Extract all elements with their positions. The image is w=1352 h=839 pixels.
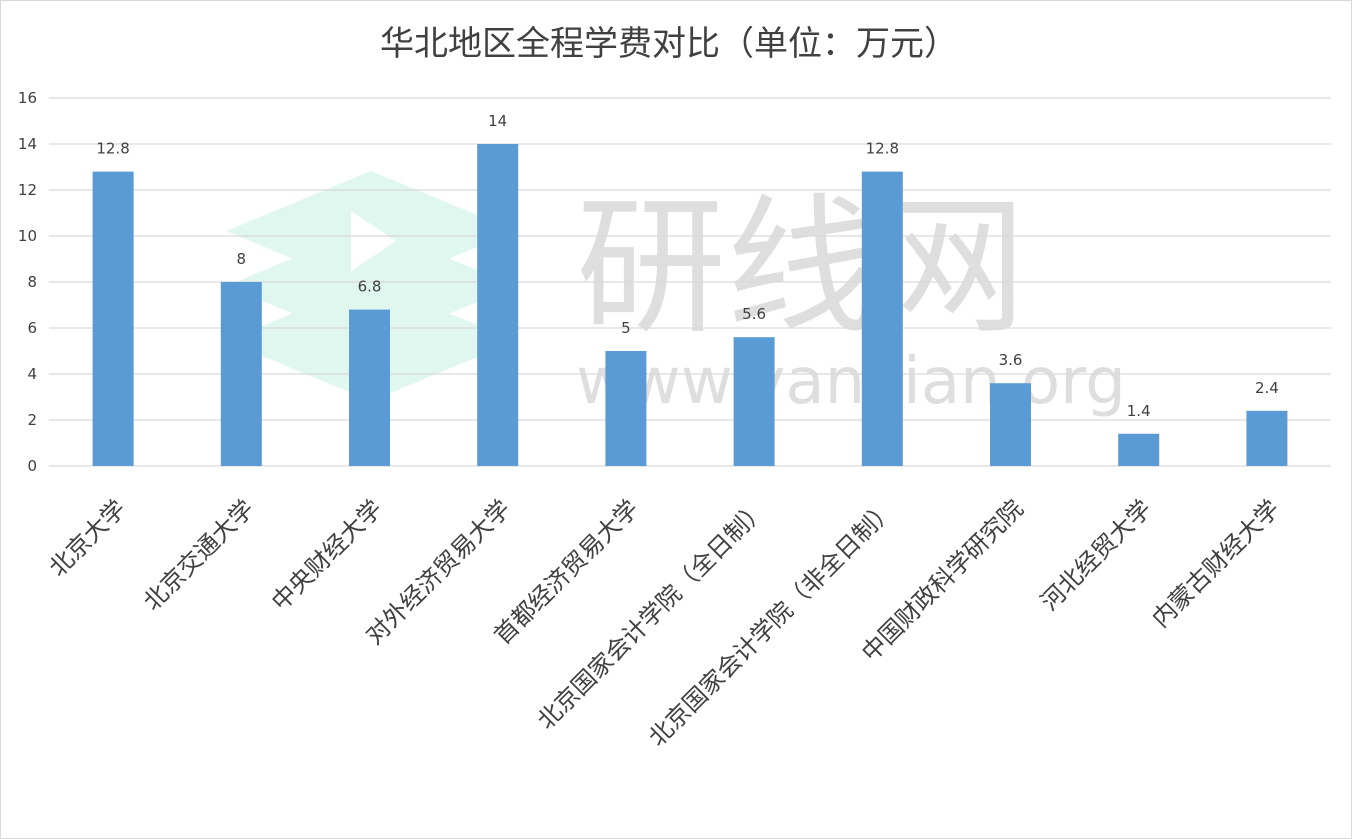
data-label: 5.6 [742,305,766,323]
y-tick-label: 12 [18,181,37,199]
x-tick-label: 北京国家会计学院（全日制） [532,494,772,734]
watermark: 研线网 www.yanxian.org [226,171,1126,419]
x-tick-label: 北京国家会计学院（非全日制） [643,494,900,751]
bar [733,337,775,466]
data-label: 12.8 [866,140,899,158]
data-label: 8 [237,250,247,268]
bar [92,171,134,466]
grid [49,97,1331,467]
x-tick-label: 北京交通大学 [138,494,260,616]
data-labels: 12.8 8 6.8 14 5 5.6 12.8 3.6 1.4 2.4 [96,112,1278,420]
y-tick-label: 6 [27,319,37,337]
data-label: 12.8 [96,140,129,158]
bar [477,144,519,466]
data-label: 5 [621,319,631,337]
bar [990,383,1031,466]
bar [1118,433,1160,466]
y-tick-label: 14 [18,135,37,153]
bar [605,351,647,466]
bar [349,309,390,466]
data-label: 3.6 [999,351,1023,369]
x-tick-label: 中央财经大学 [266,494,388,616]
data-label: 2.4 [1255,379,1279,397]
y-tick-label: 2 [27,411,37,429]
x-tick-label: 内蒙古财经大学 [1147,494,1286,633]
y-tick-label: 0 [27,457,37,475]
y-tick-label: 16 [18,89,37,107]
watermark-text: 研线网 [576,181,1026,355]
yanxian-logo-icon [226,171,516,401]
y-axis: 0 2 4 6 8 10 12 14 16 [18,89,37,475]
y-tick-label: 10 [18,227,37,245]
bar [861,171,903,466]
chart-title: 华北地区全程学费对比（单位：万元） [380,24,958,64]
x-axis: 北京大学 北京交通大学 中央财经大学对外经济贸易大学首都经济贸易大学北京国家会计学院… [44,494,1285,751]
bar [220,282,262,466]
data-label: 6.8 [358,278,382,296]
bar [1246,410,1288,466]
y-tick-label: 8 [27,273,37,291]
y-tick-label: 4 [27,365,37,383]
data-label: 1.4 [1127,402,1151,420]
x-tick-label: 河北经贸大学 [1035,494,1157,616]
data-label: 14 [488,112,507,130]
bars [92,144,1288,466]
watermark-url: www.yanxian.org [576,345,1126,419]
x-tick-label: 北京大学 [44,494,132,582]
